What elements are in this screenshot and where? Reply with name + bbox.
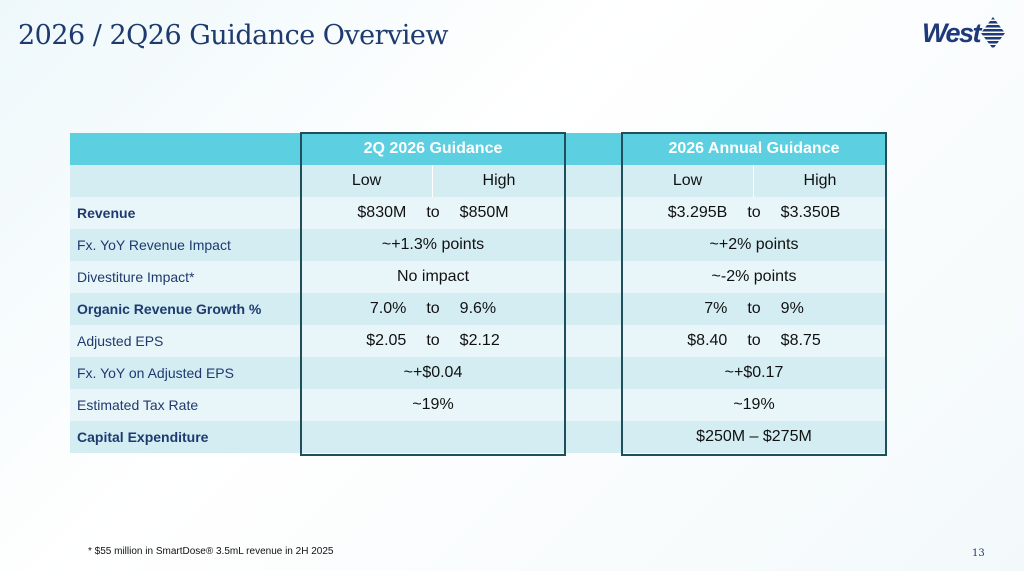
range: $3.295B to $3.350B xyxy=(668,204,841,222)
annual-value: 7% to 9% xyxy=(622,293,886,325)
q2-low-value: 7.0% xyxy=(369,300,407,317)
annual-high-header: High xyxy=(803,172,837,189)
q2-value: 7.0% to 9.6% xyxy=(301,293,565,325)
annual-value: ~19% xyxy=(733,396,775,413)
slide-title: 2026 / 2Q26 Guidance Overview xyxy=(18,20,449,51)
west-logo: West xyxy=(922,16,1006,50)
table-row: Capital Expenditure $250M – $275M xyxy=(70,421,886,453)
row-label: Adjusted EPS xyxy=(77,333,164,349)
q2-high-value: $850M xyxy=(459,204,509,221)
q2-guidance-header: 2Q 2026 Guidance xyxy=(301,133,565,165)
row-label: Organic Revenue Growth % xyxy=(77,301,262,317)
to-label: to xyxy=(426,204,440,221)
range: 7% to 9% xyxy=(704,300,804,318)
annual-value: ~+$0.17 xyxy=(724,364,784,381)
annual-value: $250M – $275M xyxy=(696,428,812,445)
range: $2.05 to $2.12 xyxy=(366,332,499,350)
annual-guidance-header: 2026 Annual Guidance xyxy=(622,133,886,165)
table-row: Divestiture Impact* No impact ~-2% points xyxy=(70,261,886,293)
row-label: Divestiture Impact* xyxy=(77,269,195,285)
annual-low-value: 7% xyxy=(704,300,728,317)
q2-high-header: High xyxy=(482,172,516,189)
table-row: Estimated Tax Rate ~19% ~19% xyxy=(70,389,886,421)
to-label: to xyxy=(747,300,761,317)
logo-text: West xyxy=(922,17,982,48)
q2-low-value: $2.05 xyxy=(366,332,407,349)
row-label: Capital Expenditure xyxy=(77,429,209,445)
q2-value: ~19% xyxy=(412,396,454,413)
table-row: Fx. YoY on Adjusted EPS ~+$0.04 ~+$0.17 xyxy=(70,357,886,389)
table-row: Organic Revenue Growth % 7.0% to 9.6% 7% to 9% xyxy=(70,293,886,325)
q2-value: $2.05 to $2.12 xyxy=(301,325,565,357)
annual-low-header: Low xyxy=(622,165,754,197)
to-label: to xyxy=(747,332,761,349)
table-row: Revenue $830M to $850M $3.295B to $3.350B xyxy=(70,197,886,229)
row-label: Fx. YoY Revenue Impact xyxy=(77,237,231,253)
q2-value: No impact xyxy=(396,268,470,285)
q2-low-value: $830M xyxy=(357,204,407,221)
annual-value: ~-2% points xyxy=(711,268,797,285)
q2-high-value: 9.6% xyxy=(459,300,497,317)
range: $830M to $850M xyxy=(357,204,508,222)
q2-value: ~+1.3% points xyxy=(381,236,485,253)
range: $8.40 to $8.75 xyxy=(687,332,820,350)
page-number: 13 xyxy=(972,548,985,559)
q2-guidance-box xyxy=(300,132,566,456)
row-label: Fx. YoY on Adjusted EPS xyxy=(77,365,234,381)
annual-guidance-box xyxy=(621,132,887,456)
table-row: Adjusted EPS $2.05 to $2.12 $8.40 to $8.75 xyxy=(70,325,886,357)
annual-low-value: $8.40 xyxy=(687,332,728,349)
q2-value: $830M to $850M xyxy=(301,197,565,229)
q2-low-header: Low xyxy=(301,165,433,197)
annual-low-value: $3.295B xyxy=(667,204,728,221)
footnote: * $55 million in SmartDose® 3.5mL revenu… xyxy=(88,546,334,557)
row-label: Estimated Tax Rate xyxy=(77,397,199,413)
annual-high-value: $8.75 xyxy=(780,332,821,349)
low-high-row: Low High Low High xyxy=(70,165,886,197)
to-label: to xyxy=(747,204,761,221)
q2-high-value: $2.12 xyxy=(459,332,500,349)
range: 7.0% to 9.6% xyxy=(370,300,496,318)
annual-value: $8.40 to $8.75 xyxy=(622,325,886,357)
diamond-stripes-icon xyxy=(981,17,1006,48)
annual-high-value: $3.350B xyxy=(780,204,841,221)
table-row: Fx. YoY Revenue Impact ~+1.3% points ~+2% … xyxy=(70,229,886,261)
table-header-row: 2Q 2026 Guidance 2026 Annual Guidance xyxy=(70,133,886,165)
q2-value: ~+$0.04 xyxy=(403,364,463,381)
annual-value: ~+2% points xyxy=(709,236,799,253)
annual-high-value: 9% xyxy=(780,300,804,317)
annual-value: $3.295B to $3.350B xyxy=(622,197,886,229)
to-label: to xyxy=(426,300,440,317)
row-label: Revenue xyxy=(77,205,136,221)
to-label: to xyxy=(426,332,440,349)
